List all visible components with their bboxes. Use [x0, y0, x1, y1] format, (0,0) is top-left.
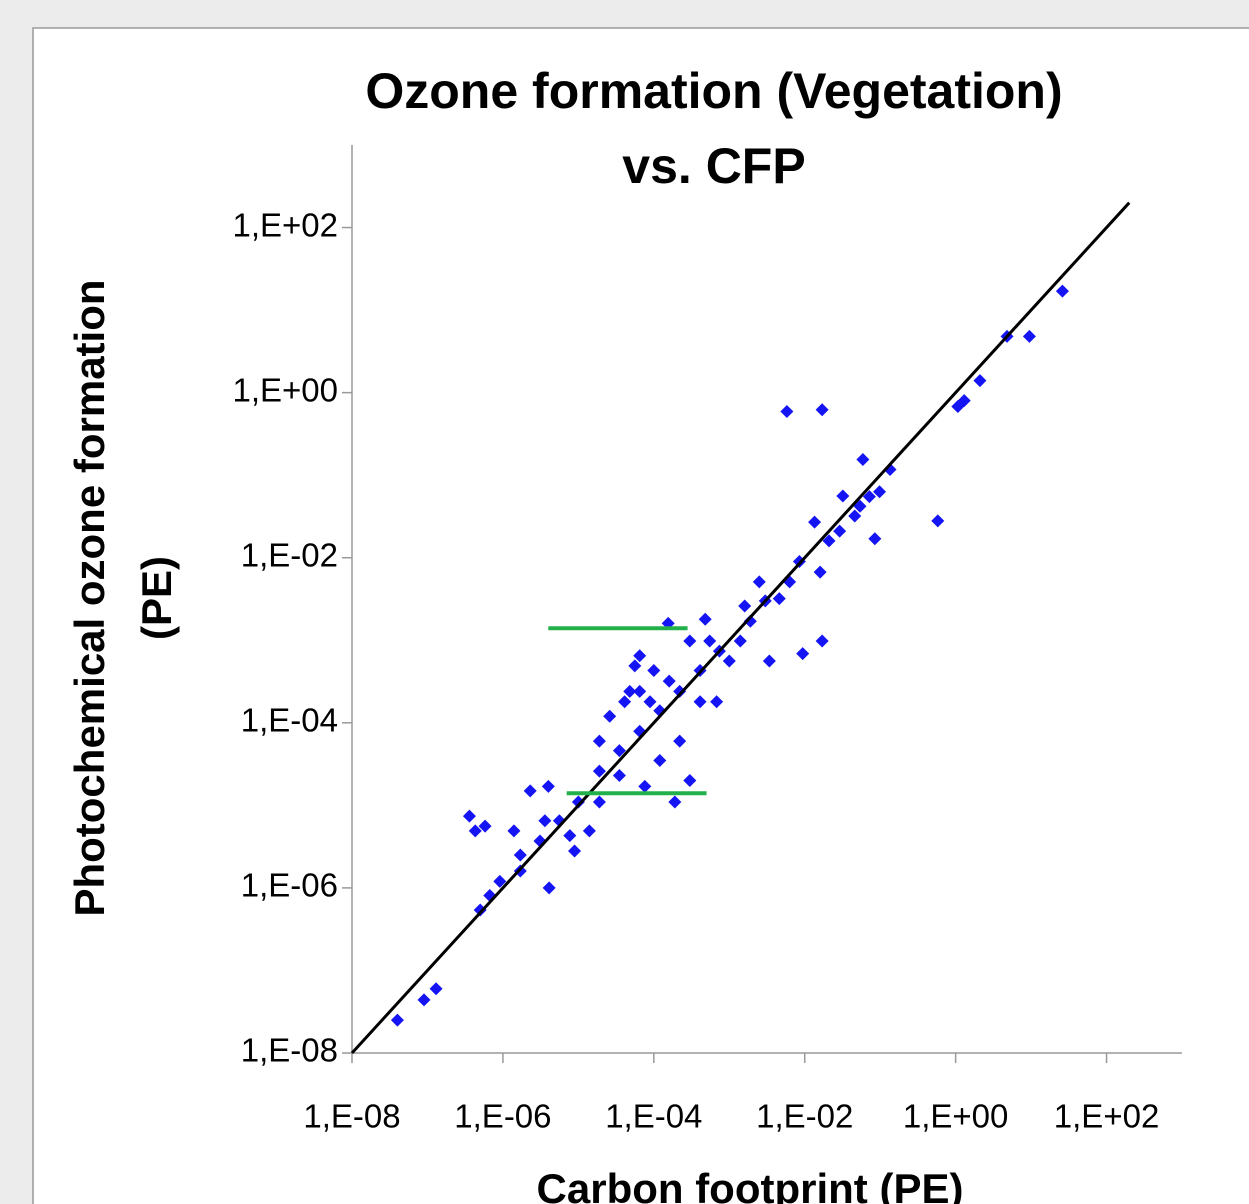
point — [513, 848, 527, 862]
point — [633, 649, 647, 663]
y-axis-label: (PE) — [133, 556, 180, 640]
point — [815, 634, 829, 648]
point — [582, 824, 596, 838]
point — [507, 824, 521, 838]
point — [833, 524, 847, 538]
point — [868, 532, 882, 546]
point — [836, 489, 850, 503]
point — [618, 695, 632, 709]
point — [668, 795, 682, 809]
point — [592, 734, 606, 748]
point — [683, 774, 697, 788]
point — [462, 809, 476, 823]
x-tick-label: 1,E+02 — [1054, 1098, 1160, 1135]
point — [848, 509, 862, 523]
point — [752, 575, 766, 589]
point — [612, 769, 626, 783]
point — [468, 824, 482, 838]
point — [1022, 329, 1036, 343]
x-axis-label: Carbon footprint (PE) — [537, 1165, 964, 1204]
point — [612, 744, 626, 758]
point — [780, 405, 794, 419]
point — [568, 844, 582, 858]
point — [473, 903, 487, 917]
chart-title: vs. CFP — [622, 138, 805, 194]
point — [429, 982, 443, 996]
point — [1055, 284, 1069, 298]
point — [623, 684, 637, 698]
point — [541, 779, 555, 793]
point — [493, 874, 507, 888]
y-tick-label: 1,E-02 — [241, 536, 338, 573]
point — [683, 634, 697, 648]
x-tick-label: 1,E-02 — [756, 1098, 853, 1135]
point — [698, 612, 712, 626]
point — [390, 1013, 404, 1027]
point — [538, 814, 552, 828]
point — [417, 993, 431, 1007]
x-tick-label: 1,E-08 — [303, 1098, 400, 1135]
point — [743, 614, 757, 628]
point — [628, 659, 642, 673]
point — [638, 779, 652, 793]
chart-title: Ozone formation (Vegetation) — [365, 63, 1062, 119]
point — [738, 599, 752, 613]
point — [873, 485, 887, 499]
y-tick-label: 1,E+02 — [232, 206, 338, 243]
point — [693, 695, 707, 709]
point — [808, 515, 822, 529]
point — [722, 654, 736, 668]
y-tick-label: 1,E-04 — [241, 702, 338, 739]
point — [603, 709, 617, 723]
point — [673, 684, 687, 698]
point — [856, 452, 870, 466]
point — [973, 374, 987, 388]
point — [796, 647, 810, 661]
point — [733, 634, 747, 648]
point — [673, 734, 687, 748]
point — [815, 403, 829, 417]
point — [653, 753, 667, 767]
point — [762, 654, 776, 668]
point — [931, 514, 945, 528]
point — [633, 684, 647, 698]
point — [542, 881, 556, 895]
point — [813, 565, 827, 579]
point — [571, 795, 585, 809]
y-tick-label: 1,E+00 — [232, 371, 338, 408]
point — [710, 695, 724, 709]
y-tick-label: 1,E-08 — [241, 1032, 338, 1069]
fit-line — [350, 201, 1131, 1055]
point — [523, 784, 537, 798]
x-tick-label: 1,E-06 — [454, 1098, 551, 1135]
point — [772, 592, 786, 606]
x-tick-label: 1,E-04 — [605, 1098, 702, 1135]
point — [643, 695, 657, 709]
point — [951, 399, 965, 413]
point — [563, 829, 577, 843]
chart-panel — [32, 27, 1249, 1204]
y-axis-label: Photochemical ozone formation — [66, 279, 113, 916]
point — [822, 534, 836, 548]
point — [592, 795, 606, 809]
point — [703, 634, 717, 648]
point — [478, 819, 492, 833]
point — [592, 764, 606, 778]
point — [662, 674, 676, 688]
point — [862, 490, 876, 504]
point — [647, 664, 661, 678]
x-tick-label: 1,E+00 — [903, 1098, 1009, 1135]
y-tick-label: 1,E-06 — [241, 867, 338, 904]
